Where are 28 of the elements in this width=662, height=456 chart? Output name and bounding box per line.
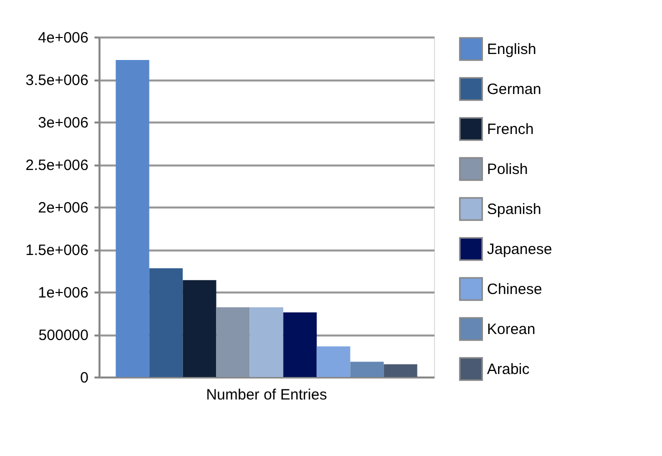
bar bbox=[283, 312, 317, 377]
bar bbox=[384, 364, 418, 377]
y-tick-label: 1e+006 bbox=[38, 284, 88, 302]
bar bbox=[350, 362, 384, 377]
y-tick-label: 2.5e+006 bbox=[26, 157, 88, 174]
legend-label: Polish bbox=[487, 161, 528, 178]
bar bbox=[116, 60, 150, 377]
legend-label: French bbox=[487, 121, 534, 138]
y-tick-label: 1.5e+006 bbox=[26, 242, 88, 259]
bar bbox=[316, 346, 350, 377]
y-tick-label: 3.5e+006 bbox=[26, 72, 88, 89]
legend-label: Arabic bbox=[487, 361, 530, 378]
legend-label: German bbox=[487, 81, 542, 98]
legend-label: Japanese bbox=[487, 241, 552, 258]
x-tick-label: Number of Entries bbox=[206, 386, 327, 404]
bar bbox=[182, 280, 216, 377]
bar bbox=[250, 307, 284, 377]
y-tick-label: 500000 bbox=[38, 327, 88, 344]
legend-label: Korean bbox=[487, 321, 536, 338]
y-tick-label: 4e+006 bbox=[38, 30, 88, 46]
bar bbox=[149, 268, 183, 377]
legend-label: Spanish bbox=[487, 201, 542, 218]
y-tick-label: 0 bbox=[80, 370, 88, 386]
legend-label: English bbox=[487, 41, 536, 58]
y-tick-label: 2e+006 bbox=[38, 200, 88, 216]
y-tick-label: 3e+006 bbox=[38, 114, 88, 132]
bar bbox=[216, 307, 250, 377]
legend-label: Chinese bbox=[487, 281, 542, 298]
